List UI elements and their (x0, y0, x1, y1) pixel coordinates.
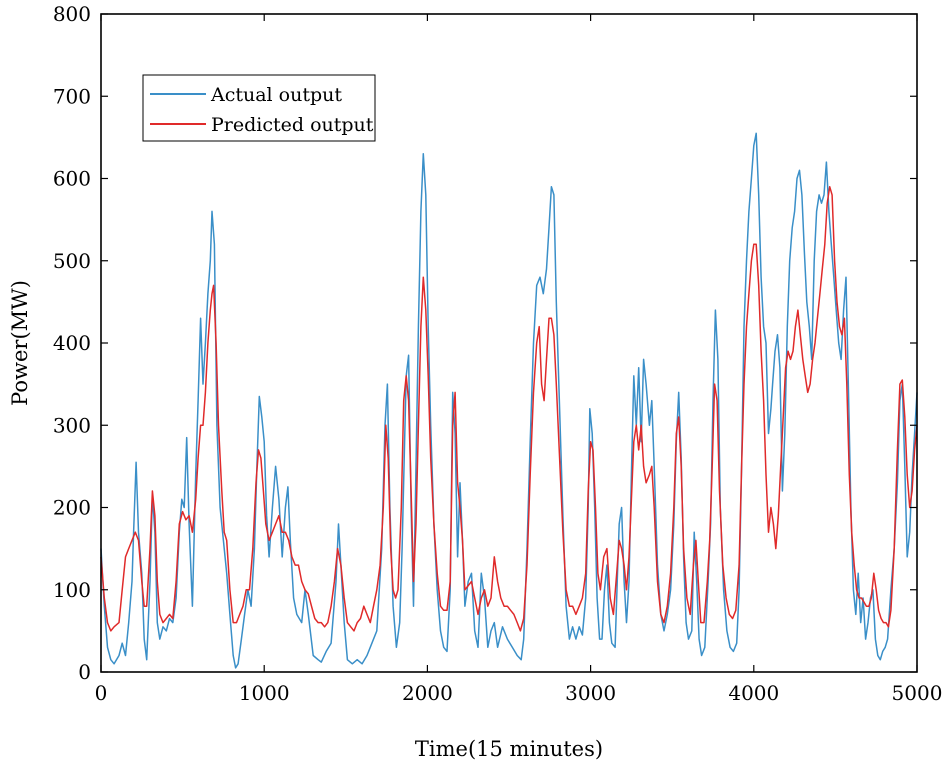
x-tick-label: 4000 (728, 681, 779, 705)
series-actual-output-line (100, 132, 918, 669)
legend-label-actual: Actual output (210, 84, 342, 106)
y-tick-label: 0 (78, 660, 91, 684)
axis-ticks: 0 1000 2000 3000 4000 5000 0 100 200 300 400 500 600… (53, 2, 943, 705)
y-tick-label: 500 (53, 249, 91, 273)
x-tick-label: 3000 (565, 681, 616, 705)
y-tick-label: 600 (53, 167, 91, 191)
x-tick-label: 0 (95, 681, 108, 705)
x-axis-title: Time(15 minutes) (415, 737, 603, 761)
x-tick-label: 2000 (402, 681, 453, 705)
y-tick-label: 300 (53, 413, 91, 437)
y-tick-label: 800 (53, 2, 91, 26)
legend-label-predicted: Predicted output (211, 114, 374, 136)
x-tick-label: 5000 (892, 681, 943, 705)
y-tick-label: 100 (53, 578, 91, 602)
y-tick-label: 700 (53, 84, 91, 108)
y-axis-title: Power(MW) (8, 280, 32, 406)
series-predicted-output-line (100, 185, 918, 632)
y-tick-label: 200 (53, 496, 91, 520)
legend-box (142, 74, 376, 142)
legend: Actual output Predicted output (142, 74, 376, 142)
y-tick-label: 400 (53, 331, 91, 355)
plot-area (100, 132, 918, 669)
x-tick-label: 1000 (239, 681, 290, 705)
